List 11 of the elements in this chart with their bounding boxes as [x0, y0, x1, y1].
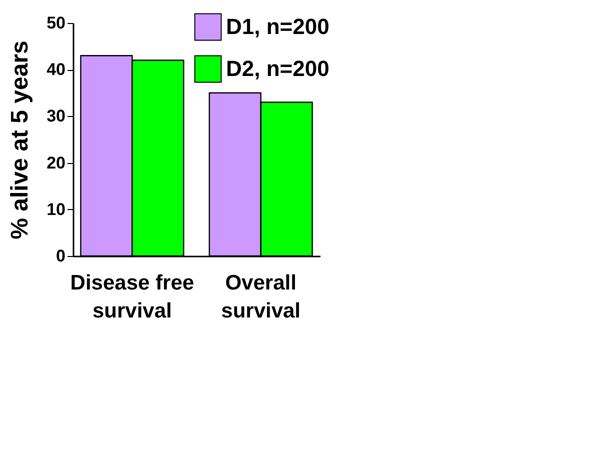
y-tick-label: 10 [46, 200, 66, 219]
y-tick-label: 0 [56, 246, 66, 266]
y-tick-label: 40 [46, 60, 66, 80]
y-tick-label: 30 [46, 106, 66, 126]
y-tick-label: 50 [46, 14, 66, 32]
y-tick-label: 20 [46, 153, 66, 172]
legend-label: D1, n=200 [226, 14, 330, 39]
legend-label: D2, n=200 [226, 56, 330, 81]
x-tick-label: Overall survival [221, 272, 301, 322]
y-axis-title: % alive at 5 years [6, 40, 34, 240]
x-tick-label: Disease free survival [70, 272, 194, 322]
